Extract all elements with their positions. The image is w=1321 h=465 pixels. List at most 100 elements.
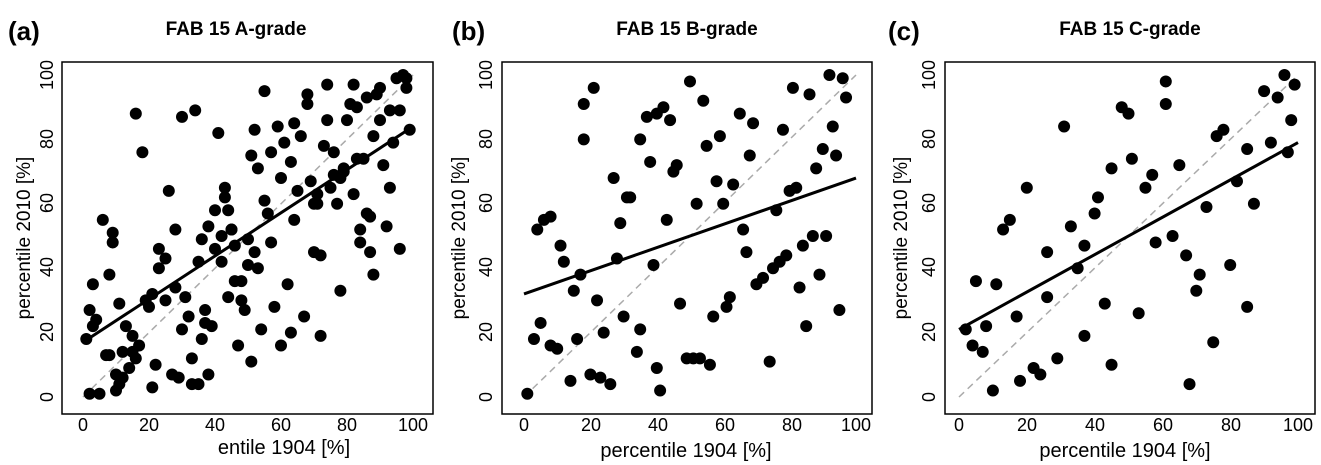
data-point [182,310,195,323]
plot-area [521,69,857,400]
data-point [1091,191,1104,204]
data-point [251,162,264,175]
data-point [242,258,254,271]
data-point [271,120,284,133]
data-point [980,320,993,333]
x-ticks: 0 20 40 60 80 100 [519,415,871,435]
y-tick-label: 60 [919,193,939,213]
data-point [544,210,557,223]
y-tick-label: 0 [476,392,496,402]
data-point [1285,114,1298,127]
data-point [172,371,185,384]
panel-label: (b) [452,16,485,46]
data-point [816,143,829,156]
data-point [554,239,567,252]
data-point [123,362,136,375]
data-point [664,114,677,127]
x-tick-label: 0 [519,415,529,435]
data-point [713,130,726,143]
data-point [1146,168,1159,181]
data-point [1288,78,1301,91]
data-point [790,181,803,194]
data-point [806,230,819,242]
x-axis-label: entile 1904 [%] [218,437,350,459]
y-axis-label: percentile 2010 [%] [891,157,912,320]
data-point [86,278,99,291]
data-point [103,349,116,362]
data-point [258,194,271,207]
data-point [209,242,221,255]
data-point [557,255,570,268]
y-tick-label: 40 [37,257,57,277]
data-point [1105,162,1118,175]
y-ticks: 0 20 40 60 80 100 [919,60,939,402]
data-point [564,374,577,387]
data-point [202,368,215,381]
data-point [703,358,716,371]
data-point [720,300,733,313]
data-point [321,114,334,127]
data-point [723,291,736,304]
data-point [103,268,116,281]
data-point [551,342,564,355]
data-point [284,326,297,339]
data-point [90,313,103,326]
data-point [1105,358,1118,371]
data-point [657,101,670,114]
data-point [594,371,607,384]
data-point [833,304,846,317]
data-point [607,172,620,185]
y-tick-label: 20 [37,322,57,342]
data-point [152,242,165,255]
data-point [1200,201,1213,214]
y-tick-label: 60 [476,193,496,213]
data-point [840,91,853,104]
plot-area [80,69,416,400]
x-tick-label: 60 [715,415,735,435]
data-point [700,139,713,152]
data-point [527,333,540,346]
data-point [209,204,221,217]
data-point [400,72,413,85]
data-point [311,197,324,210]
y-tick-label: 100 [919,60,939,90]
x-tick-label: 60 [1153,415,1173,435]
regression-line [82,125,414,344]
data-point [650,362,663,375]
x-tick-label: 80 [1221,415,1241,435]
data-point [684,75,696,88]
x-tick-label: 80 [337,415,357,435]
plot-frame [944,61,1316,415]
data-point [162,184,175,197]
data-point [364,246,377,259]
data-point [364,210,377,223]
data-point [195,333,208,346]
y-axis-label: percentile 2010 [%] [449,157,470,320]
data-point [1125,152,1138,165]
data-point [531,223,544,236]
regression-line [523,176,857,296]
chart-title: FAB 15 A-grade [166,19,307,40]
data-point [707,310,720,323]
data-point [796,239,809,252]
data-point [813,268,826,281]
data-point [301,97,314,110]
data-point [383,104,396,117]
data-point [291,184,304,197]
y-tick-label: 80 [37,129,57,149]
data-point [350,101,363,114]
data-point [577,133,590,146]
data-point [238,304,251,317]
y-tick-label: 100 [37,60,57,90]
data-point [577,97,590,110]
data-point [152,262,165,275]
data-point [1180,249,1193,262]
x-axis-label: percentile 1904 [%] [1039,440,1210,462]
data-point [268,300,281,313]
data-point [212,126,225,139]
data-point [597,326,610,339]
data-point [265,236,278,249]
data-point [737,223,750,236]
data-point [248,123,261,136]
chart-title: FAB 15 C-grade [1059,19,1200,40]
